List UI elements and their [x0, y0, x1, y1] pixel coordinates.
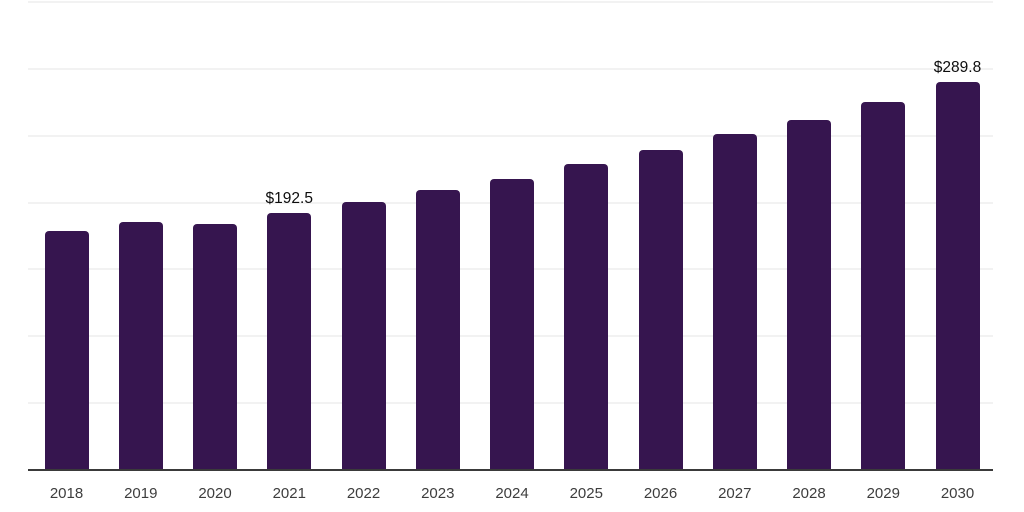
x-tick-2023: 2023 — [421, 485, 455, 502]
gridline-250 — [28, 134, 993, 137]
bar-2029 — [861, 101, 906, 470]
gridline-300 — [28, 67, 993, 70]
bar-2021 — [267, 212, 312, 470]
x-tick-2024: 2024 — [495, 485, 529, 502]
x-axis-line — [28, 469, 993, 471]
value-label-2030: $289.8 — [933, 59, 982, 77]
x-tick-2026: 2026 — [643, 485, 678, 502]
x-tick-2022: 2022 — [346, 485, 381, 502]
x-tick-2019: 2019 — [124, 485, 158, 502]
bar-2030 — [935, 82, 980, 470]
bar-2026 — [638, 150, 683, 470]
x-tick-2027: 2027 — [718, 485, 752, 502]
bar-2018 — [44, 230, 89, 470]
gridline-350 — [28, 1, 993, 3]
bar-2019 — [118, 221, 163, 470]
bar-2028 — [787, 120, 831, 470]
bar-2024 — [490, 178, 534, 470]
bar-2022 — [341, 201, 386, 470]
x-tick-2020: 2020 — [198, 485, 232, 502]
value-label-2021: $192.5 — [265, 189, 313, 207]
x-tick-2021: 2021 — [272, 485, 306, 502]
x-tick-2028: 2028 — [792, 485, 826, 502]
x-tick-2029: 2029 — [866, 485, 900, 502]
x-tick-2018: 2018 — [49, 485, 84, 502]
x-tick-2030: 2030 — [940, 485, 975, 502]
bar-2025 — [564, 164, 609, 470]
bar-2027 — [712, 134, 757, 470]
x-tick-2025: 2025 — [569, 485, 603, 502]
bar-2023 — [415, 189, 460, 470]
bar-2020 — [193, 223, 237, 470]
